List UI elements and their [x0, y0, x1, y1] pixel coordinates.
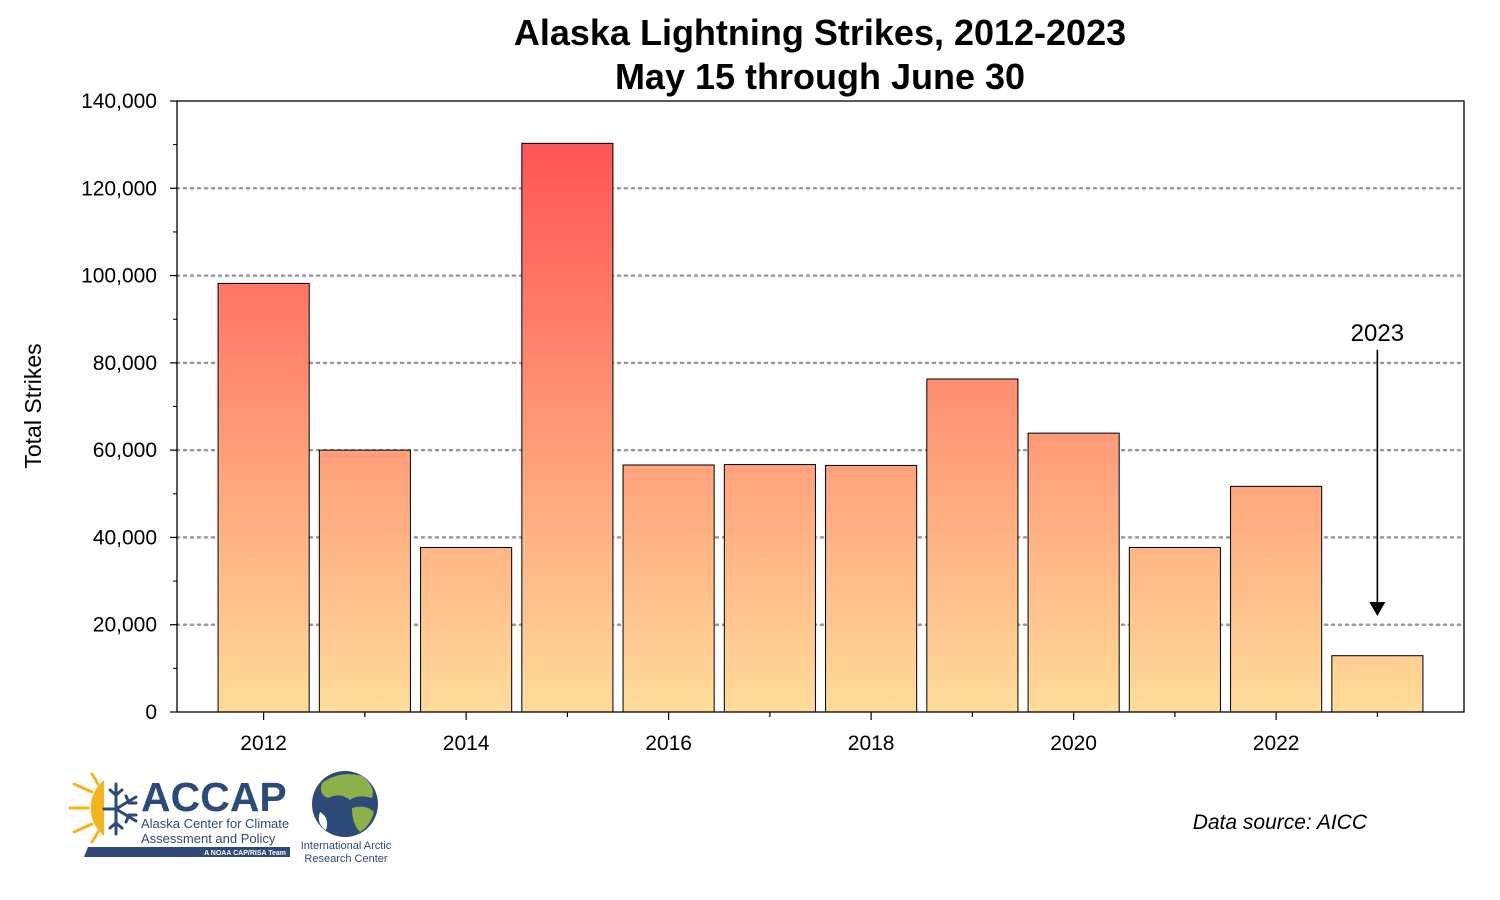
ytick-label-60000: 60,000: [93, 439, 157, 462]
ytick-label-20000: 20,000: [93, 614, 157, 637]
accap-name: ACCAP: [141, 774, 287, 820]
ytick-label-100000: 100,000: [81, 265, 157, 288]
bar-2017: [723, 464, 816, 713]
annotation-arrow-head: [1369, 601, 1386, 616]
bar-2014: [420, 546, 513, 713]
xtick-label-2014: 2014: [443, 732, 490, 755]
bar-2018: [825, 464, 918, 713]
accap-line-1: Alaska Center for Climate: [141, 816, 289, 831]
accap-logo: ACCAP Alaska Center for Climate Assessme…: [68, 772, 290, 857]
ytick-label-120000: 120,000: [81, 177, 157, 200]
globe-icon: [312, 771, 378, 837]
annotation-label: 2023: [1351, 320, 1404, 347]
bars: [217, 142, 1424, 713]
annotation-2023: 2023: [1351, 320, 1404, 616]
bar-2020: [1027, 432, 1120, 713]
bar-2023: [1331, 655, 1424, 713]
bar-2019: [926, 378, 1019, 713]
ytick-label-140000: 140,000: [81, 90, 157, 113]
bar-2015: [521, 142, 614, 713]
accap-line-2: Assessment and Policy: [141, 831, 276, 846]
xtick-label-2012: 2012: [240, 732, 287, 755]
ytick-label-80000: 80,000: [93, 352, 157, 375]
xtick-label-2018: 2018: [848, 732, 895, 755]
xtick-label-2022: 2022: [1253, 732, 1300, 755]
xtick-label-2016: 2016: [645, 732, 692, 755]
iarc-line-1: International Arctic: [301, 840, 392, 852]
data-source-note: Data source: AICC: [1193, 811, 1368, 834]
ytick-label-0: 0: [145, 701, 157, 724]
sun-snowflake-icon: [68, 772, 138, 844]
bar-2012: [217, 282, 310, 713]
chart-subtitle: May 15 through June 30: [615, 56, 1025, 97]
x-axis-ticks: 2012 2014 2016 2018 2020 2022: [240, 712, 1378, 755]
bar-2022: [1230, 485, 1323, 713]
bar-2021: [1128, 546, 1221, 713]
ytick-label-40000: 40,000: [93, 526, 157, 549]
chart-title: Alaska Lightning Strikes, 2012-2023: [514, 12, 1126, 53]
y-axis-ticks: 0 20,000 40,000 60,000 80,000 100,000 120,000 1…: [81, 90, 177, 724]
xtick-label-2020: 2020: [1050, 732, 1097, 755]
iarc-line-2: Research Center: [304, 853, 387, 865]
y-axis-label: Total Strikes: [20, 343, 46, 468]
accap-tagline: A NOAA CAP/RISA Team: [204, 850, 286, 857]
iarc-logo: International Arctic Research Center: [301, 771, 392, 865]
bar-2016: [622, 464, 715, 713]
bar-2013: [318, 449, 411, 713]
